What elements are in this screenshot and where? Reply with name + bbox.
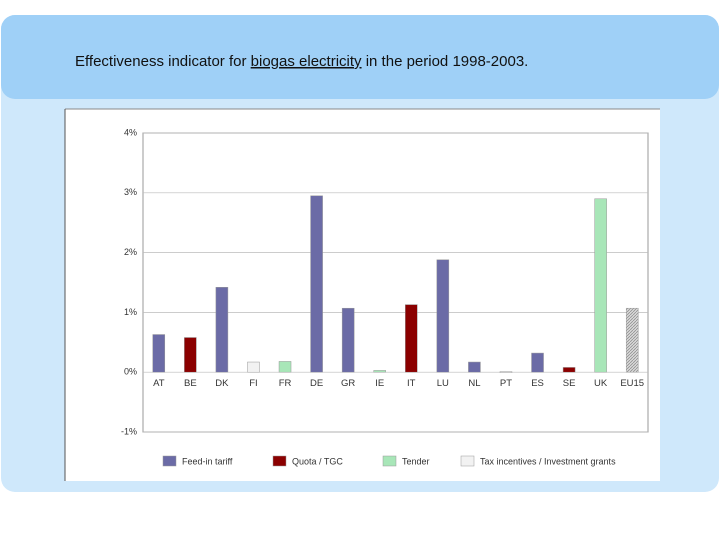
bar [625,307,639,373]
x-tick-label: UK [594,378,608,389]
legend-label: Tender [402,456,430,466]
bar [499,371,513,373]
header-bar [1,15,719,99]
y-tick-label: 0% [124,367,137,377]
y-tick-label: 1% [124,307,137,317]
bar [468,361,481,373]
bar [373,370,386,373]
y-tick-label: 4% [124,127,137,137]
x-tick-label: FR [279,378,292,389]
x-tick-label: LU [437,378,449,389]
legend-swatch [272,455,287,467]
title-emphasis: biogas electricity [251,53,362,70]
legend-label: Quota / TGC [292,456,343,466]
y-tick-label: 3% [124,187,137,197]
x-tick-label: NL [468,378,480,389]
x-tick-label: GR [341,378,355,389]
x-tick-label: IE [375,378,384,389]
bar [531,352,544,373]
bar [247,361,260,373]
y-tick-label: 2% [124,247,137,257]
title-text: Effectiveness indicator for [75,53,251,70]
x-tick-label: BE [184,378,197,389]
bar [152,334,166,373]
bar [215,287,229,373]
bar [405,304,418,373]
legend-swatch [460,455,475,467]
bar [278,361,292,373]
x-tick-label: DK [215,378,229,389]
x-tick-label: SE [563,378,576,389]
title-text: in the period 1998-2003. [362,53,529,70]
bar [341,307,355,373]
legend-label: Tax incentives / Investment grants [480,456,616,466]
x-tick-label: PT [500,378,512,389]
y-tick-label: -1% [121,426,137,436]
x-tick-label: EU15 [620,378,644,389]
bar [184,337,197,373]
x-tick-label: IT [407,378,416,389]
x-tick-label: DE [310,378,323,389]
bar [436,259,450,373]
title: Effectiveness indicator for biogas elect… [75,53,528,70]
legend-swatch [382,455,397,467]
x-tick-label: FI [249,378,257,389]
x-tick-label: AT [153,378,165,389]
bar [310,195,323,373]
plot: -1% 0% 1% 2% 3% 4% AT BE DK FI FR DE GR IE IT LU NL PT ES S… [121,127,649,467]
legend-label: Feed-in tariff [182,456,233,466]
bar [594,198,607,373]
bar [562,367,576,373]
x-tick-label: ES [531,378,544,389]
legend-swatch [162,455,177,467]
